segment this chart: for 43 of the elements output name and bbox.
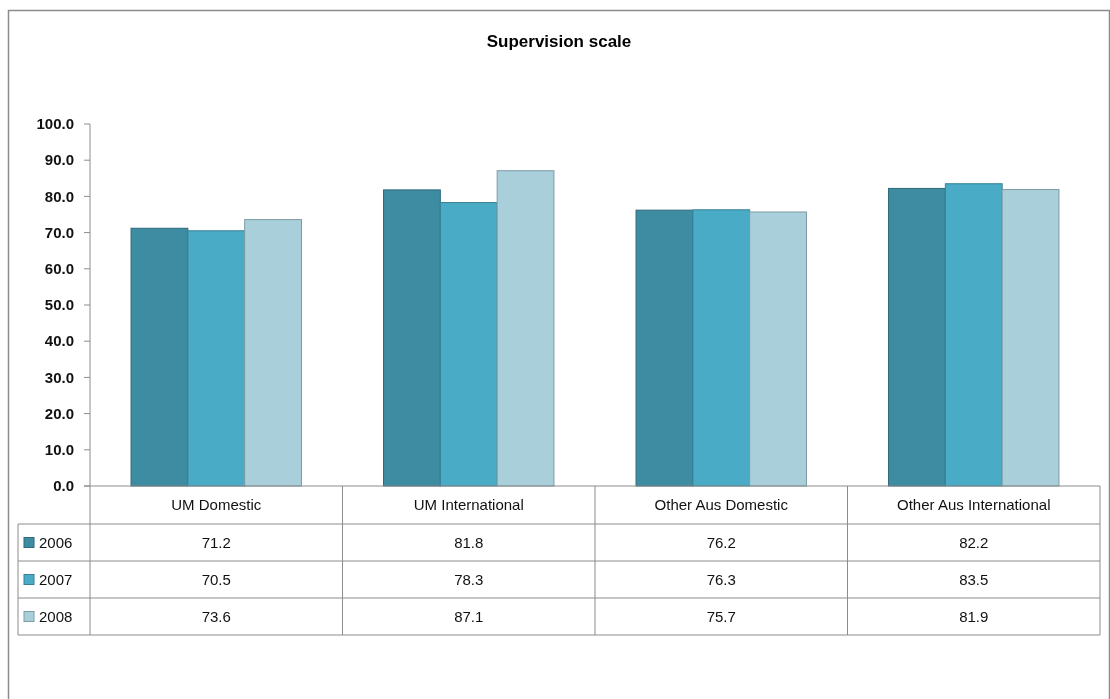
y-tick-label: 80.0 — [44, 187, 74, 205]
data-label: 81.9 — [959, 607, 989, 625]
y-tick-label: 10.0 — [44, 441, 74, 459]
data-label: 87.1 — [454, 607, 484, 625]
data-label: 71.2 — [201, 533, 231, 551]
x-tick-label: UM International — [413, 496, 524, 514]
chart-title: Supervision scale — [486, 32, 632, 51]
x-tick-label: Other Aus International — [897, 496, 1051, 514]
bar — [944, 183, 1003, 487]
y-tick-label: 0.0 — [53, 477, 74, 495]
y-tick-label: 20.0 — [44, 404, 74, 422]
legend-label: 2006 — [39, 533, 73, 551]
data-label: 82.2 — [959, 533, 989, 551]
bar — [496, 170, 555, 487]
bar — [692, 209, 751, 487]
x-tick-label: Other Aus Domestic — [654, 496, 789, 514]
data-label: 73.6 — [201, 607, 231, 625]
y-tick-label: 30.0 — [44, 368, 74, 386]
data-label: 81.8 — [454, 533, 484, 551]
y-tick-label: 40.0 — [44, 332, 74, 350]
bar — [1001, 189, 1060, 487]
y-tick-label: 90.0 — [44, 151, 74, 169]
x-tick-label: UM Domestic — [171, 496, 262, 514]
data-label: 76.2 — [706, 533, 736, 551]
data-label: 78.3 — [454, 570, 484, 588]
data-label: 76.3 — [706, 570, 736, 588]
data-label: 70.5 — [201, 570, 231, 588]
legend-label: 2008 — [39, 607, 73, 625]
bar — [383, 189, 441, 487]
bar — [749, 211, 807, 487]
y-tick-label: 50.0 — [44, 296, 74, 314]
bar — [439, 202, 498, 487]
y-tick-label: 100.0 — [36, 115, 74, 133]
legend-label: 2007 — [39, 570, 73, 588]
bar — [187, 230, 246, 487]
y-tick-label: 60.0 — [44, 260, 74, 278]
data-label: 75.7 — [706, 607, 736, 625]
bar — [888, 187, 946, 487]
bar — [130, 227, 189, 487]
data-label: 83.5 — [959, 570, 989, 588]
bar — [635, 209, 694, 487]
y-tick-label: 70.0 — [44, 223, 74, 241]
bar — [244, 219, 302, 487]
